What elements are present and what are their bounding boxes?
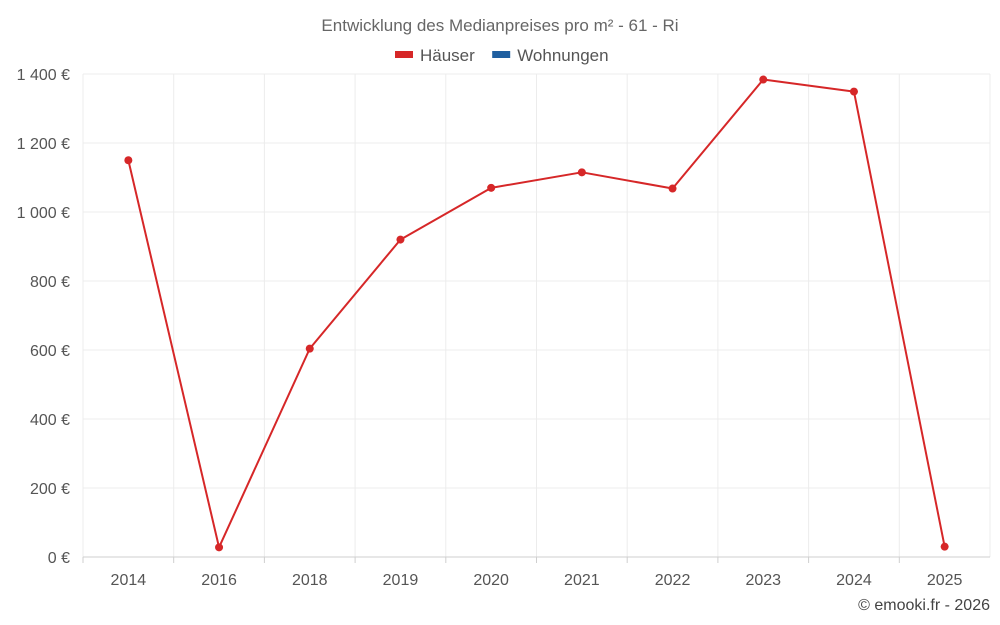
data-point-2025[interactable] [940, 542, 949, 551]
grid [82, 73, 991, 558]
y-tick-label: 400 € [30, 412, 70, 429]
y-axis: 0 € 200 € 400 € 600 € 800 € 1 000 € 1 200 € 1 4… [17, 67, 70, 567]
x-tick-label: 2023 [745, 572, 781, 589]
y-tick-label: 0 € [48, 550, 70, 567]
series-layer [124, 75, 949, 552]
credit-text: © emooki.fr - 2026 [858, 597, 990, 614]
data-point-2014[interactable] [124, 156, 133, 165]
x-tick-label: 2018 [292, 572, 328, 589]
data-point-2023[interactable] [759, 75, 768, 84]
x-tick-label: 2014 [111, 572, 147, 589]
legend-label-haeuser[interactable]: Häuser [420, 46, 475, 65]
data-point-2019[interactable] [396, 235, 405, 244]
x-tick-label: 2020 [473, 572, 509, 589]
series-line-haeuser [127, 78, 946, 549]
x-axis: 2014 2016 2018 2019 2020 2021 2022 2023 2024 2025 [82, 557, 963, 589]
legend-swatch-wohnungen[interactable] [492, 51, 511, 58]
y-tick-label: 600 € [30, 343, 70, 360]
legend-label-wohnungen[interactable]: Wohnungen [517, 46, 608, 65]
x-tick-label: 2024 [836, 572, 872, 589]
x-tick-label: 2025 [927, 572, 963, 589]
data-point-2021[interactable] [577, 168, 586, 177]
x-tick-label: 2016 [201, 572, 237, 589]
data-point-2018[interactable] [305, 344, 314, 353]
x-tick-label: 2019 [383, 572, 419, 589]
legend: Häuser Wohnungen [395, 46, 609, 65]
data-point-2016[interactable] [215, 543, 224, 552]
y-tick-label: 800 € [30, 274, 70, 291]
y-tick-label: 1 400 € [17, 67, 70, 84]
x-tick-label: 2021 [564, 572, 600, 589]
y-tick-label: 1 200 € [17, 136, 70, 153]
data-point-2024[interactable] [849, 87, 858, 96]
data-point-2022[interactable] [668, 184, 677, 193]
y-tick-label: 1 000 € [17, 205, 70, 222]
x-tick-label: 2022 [655, 572, 691, 589]
chart-title: Entwicklung des Medianpreises pro m² - 6… [321, 16, 678, 35]
legend-swatch-haeuser[interactable] [395, 51, 413, 58]
data-point-2020[interactable] [487, 183, 496, 192]
y-tick-label: 200 € [30, 481, 70, 498]
